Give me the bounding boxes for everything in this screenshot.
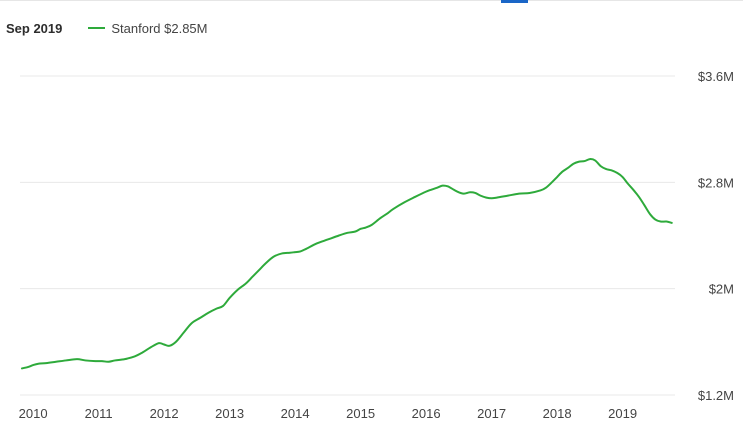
hover-date-label: Sep 2019: [6, 20, 63, 36]
x-axis-ticks: 2010 2011 2012 2013 2014 2015 2016 2017 2018 2019: [19, 406, 637, 421]
series-layer: [20, 158, 673, 370]
y-tick-label: $1.2M: [698, 388, 734, 403]
y-tick-label: $3.6M: [698, 69, 734, 84]
top-divider: [0, 0, 743, 1]
active-tab-indicator[interactable]: [501, 0, 528, 3]
x-tick-label: 2011: [85, 406, 113, 421]
x-tick-label: 2013: [215, 406, 244, 421]
x-tick-label: 2019: [608, 406, 637, 421]
grid-lines: [20, 75, 675, 396]
x-tick-label: 2016: [412, 406, 441, 421]
legend-series-label: Stanford $2.85M: [111, 20, 208, 36]
y-axis-ticks: $3.6M $2.8M $2M $1.2M: [698, 69, 734, 403]
x-tick-label: 2017: [477, 406, 506, 421]
x-tick-label: 2010: [19, 406, 48, 421]
legend-line-swatch: [88, 27, 106, 29]
series-line-stanford[interactable]: [20, 158, 673, 370]
x-tick-label: 2014: [281, 406, 310, 421]
top-tab-bar: [0, 0, 743, 4]
chart-legend: Sep 2019 Stanford $2.85M: [6, 18, 208, 38]
y-tick-label: $2.8M: [698, 175, 734, 190]
x-tick-label: 2018: [543, 406, 572, 421]
x-tick-label: 2015: [346, 406, 375, 421]
x-tick-label: 2012: [150, 406, 179, 421]
legend-item-stanford[interactable]: Stanford $2.85M: [88, 20, 208, 36]
y-tick-label: $2M: [709, 282, 734, 297]
